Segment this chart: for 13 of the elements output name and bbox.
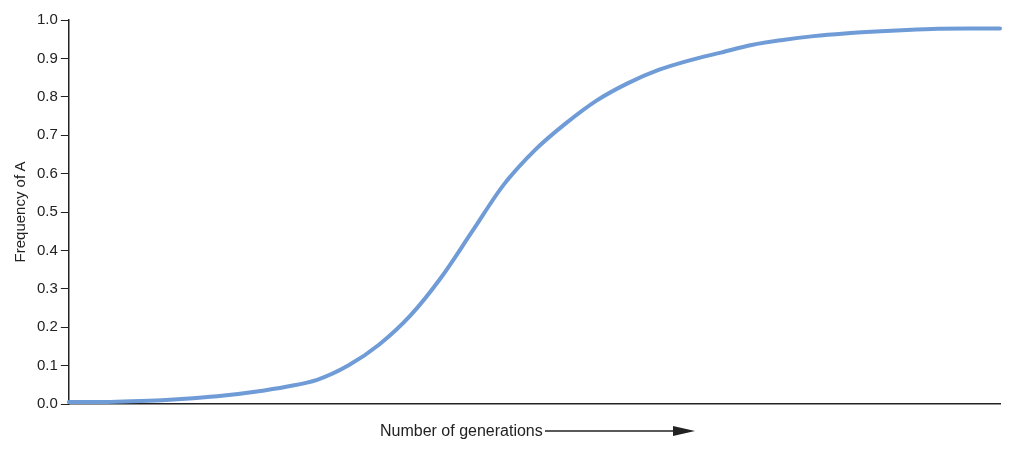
y-tick-label: 0.9 <box>36 48 58 66</box>
y-tick-label: 0.7 <box>36 125 58 143</box>
y-tick-label: 0.6 <box>36 163 58 181</box>
y-tick-label: 0.0 <box>36 394 58 412</box>
y-axis-title: Frequency of A <box>11 161 29 263</box>
x-axis-title: Number of generations <box>380 422 543 440</box>
y-tick-label: 0.2 <box>36 317 58 335</box>
y-tick-label: 0.8 <box>36 86 58 104</box>
y-tick-label: 1.0 <box>36 10 58 28</box>
y-tick-label: 0.3 <box>36 278 58 296</box>
y-tick-label: 0.4 <box>36 240 58 258</box>
y-tick-label: 0.1 <box>36 355 58 373</box>
y-tick-label: 0.5 <box>36 202 58 220</box>
